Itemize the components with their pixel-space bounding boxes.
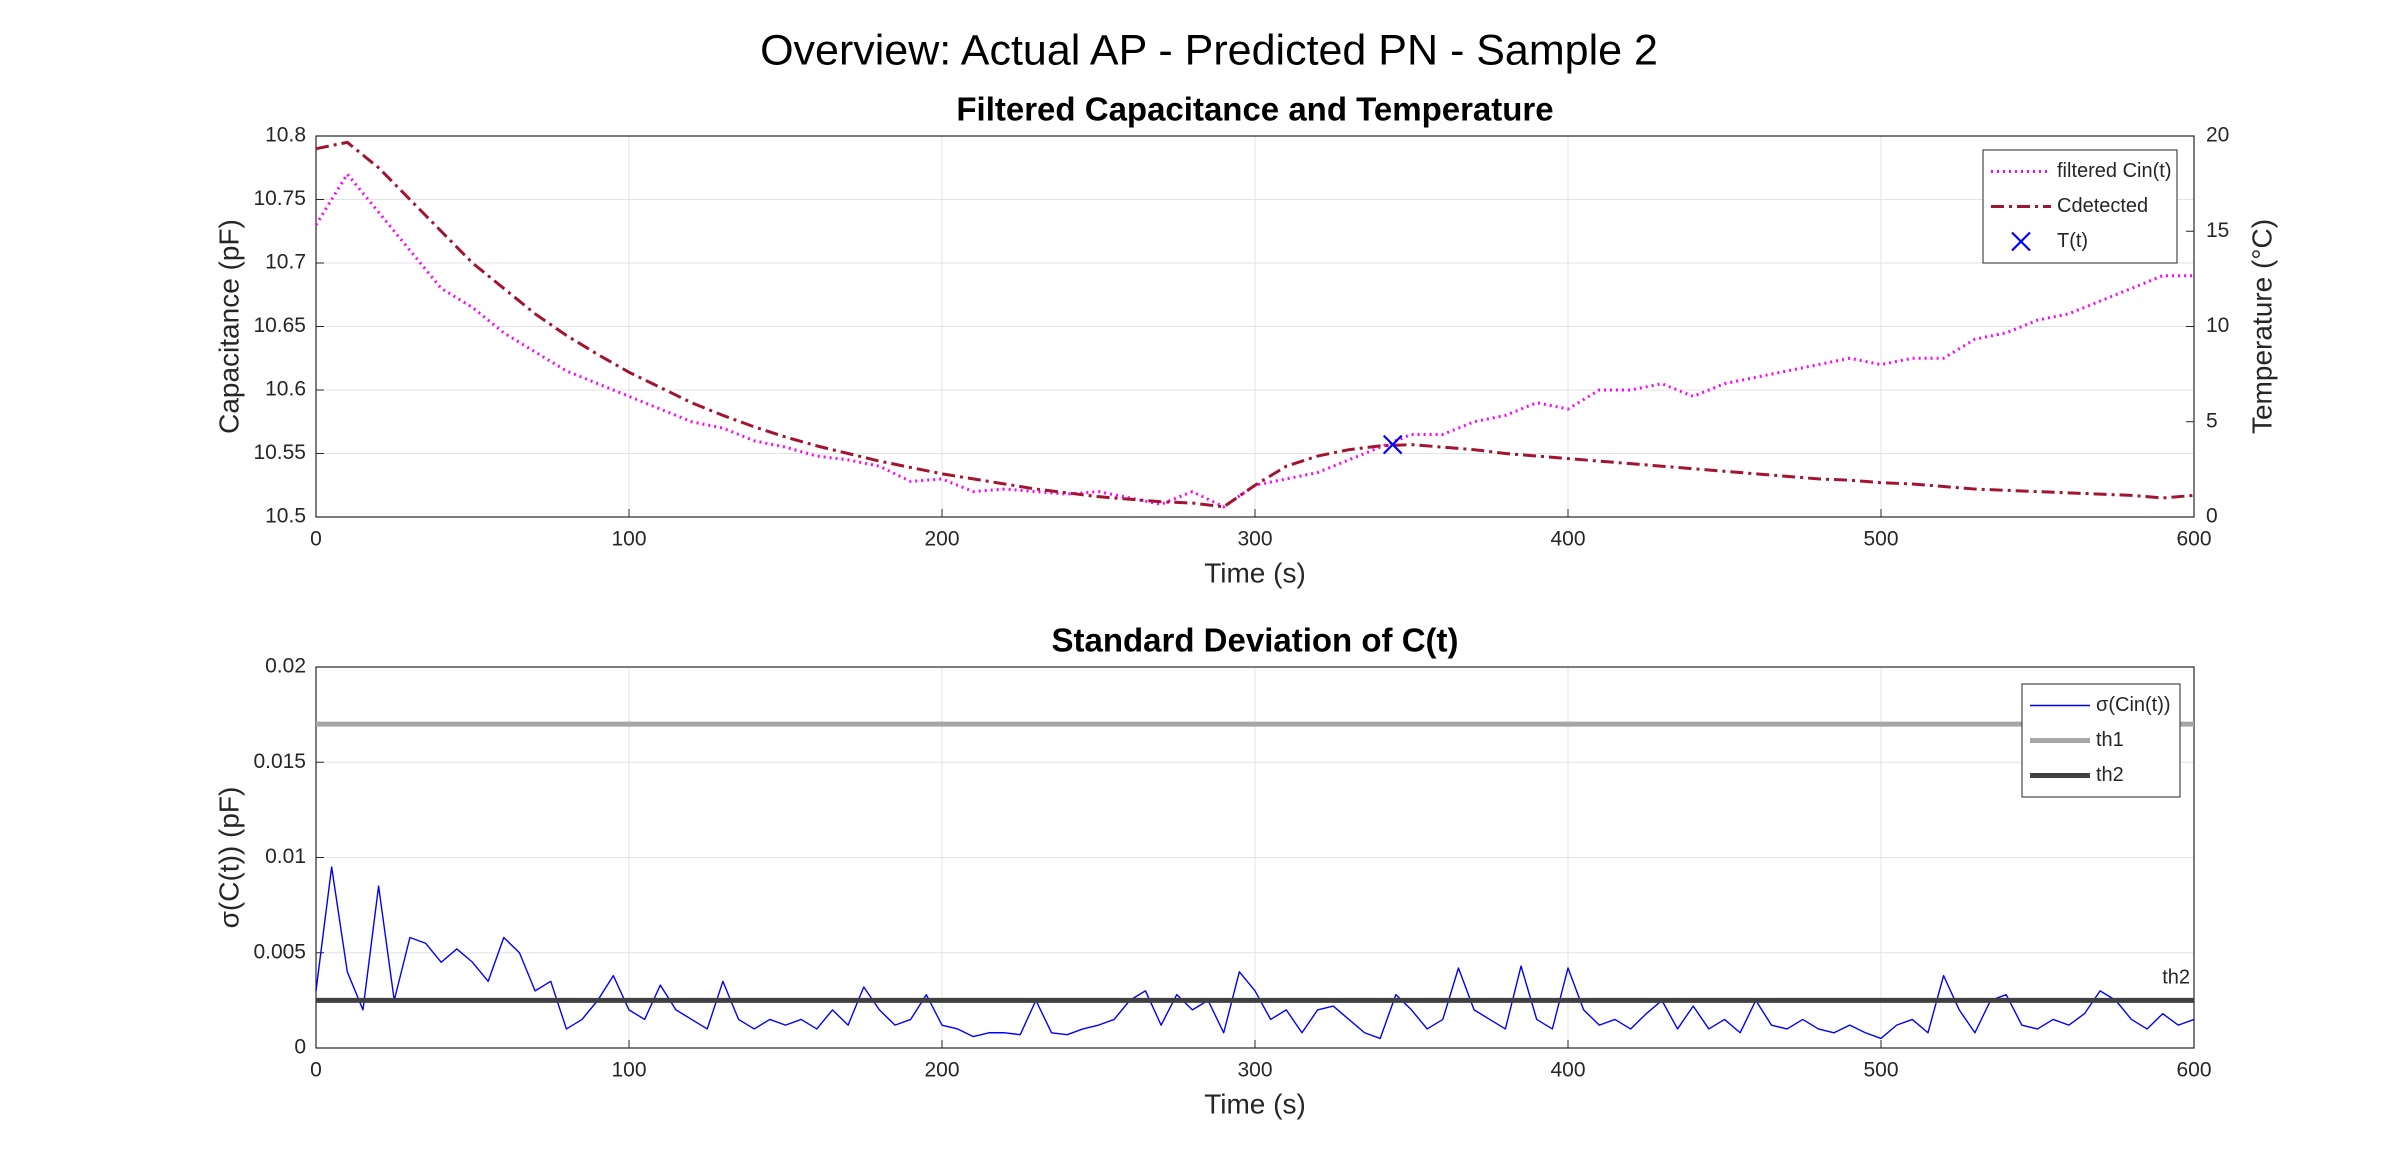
subplot-title: Standard Deviation of C(t) bbox=[1051, 622, 1458, 659]
series-line bbox=[315, 140, 2195, 509]
figure-title: Overview: Actual AP - Predicted PN - Sam… bbox=[760, 26, 1658, 74]
y2-axis-label: Temperature (°C) bbox=[2246, 219, 2277, 434]
series-line bbox=[315, 866, 2195, 1040]
y-tick-label: 0.015 bbox=[253, 750, 306, 773]
y-axis-label: σ(C(t)) (pF) bbox=[213, 787, 244, 929]
x-tick-label: 300 bbox=[1237, 1059, 1272, 1082]
x-tick-label: 400 bbox=[1550, 528, 1585, 551]
x-tick-label: 500 bbox=[1863, 528, 1898, 551]
x-axis-label: Time (s) bbox=[1204, 1088, 1306, 1119]
legend-label: filtered Cin(t) bbox=[2057, 160, 2171, 182]
y-tick-label: 10.8 bbox=[265, 124, 306, 147]
subplot-title: Filtered Capacitance and Temperature bbox=[956, 91, 1553, 128]
x-tick-label: 600 bbox=[2176, 528, 2211, 551]
y-axis-label: Capacitance (pF) bbox=[213, 219, 244, 434]
x-tick-label: 300 bbox=[1237, 528, 1272, 551]
legend-label: T(t) bbox=[2057, 230, 2088, 252]
annotation: th2 bbox=[2162, 967, 2190, 989]
legend-marker bbox=[2011, 231, 2031, 252]
marker bbox=[1382, 434, 1403, 455]
y2-tick-label: 0 bbox=[2206, 505, 2218, 528]
legend-box bbox=[1982, 149, 2178, 264]
legend-label: Cdetected bbox=[2057, 195, 2148, 217]
y-tick-label: 0.01 bbox=[265, 845, 306, 868]
y-tick-label: 10.6 bbox=[265, 378, 306, 401]
y-tick-label: 10.65 bbox=[253, 314, 306, 337]
y-tick-label: 10.5 bbox=[265, 505, 306, 528]
x-tick-label: 100 bbox=[611, 1059, 646, 1082]
x-tick-label: 600 bbox=[2176, 1059, 2211, 1082]
y2-tick-label: 5 bbox=[2206, 409, 2218, 432]
y-tick-label: 10.55 bbox=[253, 441, 306, 464]
legend-label: σ(Cin(t)) bbox=[2096, 694, 2171, 716]
y2-tick-label: 15 bbox=[2206, 219, 2229, 242]
y2-tick-label: 20 bbox=[2206, 124, 2229, 147]
x-tick-label: 0 bbox=[310, 1059, 322, 1082]
x-tick-label: 200 bbox=[924, 528, 959, 551]
x-tick-label: 400 bbox=[1550, 1059, 1585, 1082]
x-axis-label: Time (s) bbox=[1204, 557, 1306, 588]
x-tick-label: 0 bbox=[310, 528, 322, 551]
y-tick-label: 10.7 bbox=[265, 251, 306, 274]
y-tick-label: 0 bbox=[294, 1036, 306, 1059]
x-tick-label: 200 bbox=[924, 1059, 959, 1082]
x-tick-label: 500 bbox=[1863, 1059, 1898, 1082]
y-tick-label: 0.02 bbox=[265, 655, 306, 678]
y2-tick-label: 10 bbox=[2206, 314, 2229, 337]
y-tick-label: 10.75 bbox=[253, 187, 306, 210]
marker-cross bbox=[1382, 434, 1403, 455]
legend-label: th2 bbox=[2096, 764, 2124, 786]
y-tick-label: 0.005 bbox=[253, 940, 306, 963]
legend-label: th1 bbox=[2096, 729, 2124, 751]
x-tick-label: 100 bbox=[611, 528, 646, 551]
